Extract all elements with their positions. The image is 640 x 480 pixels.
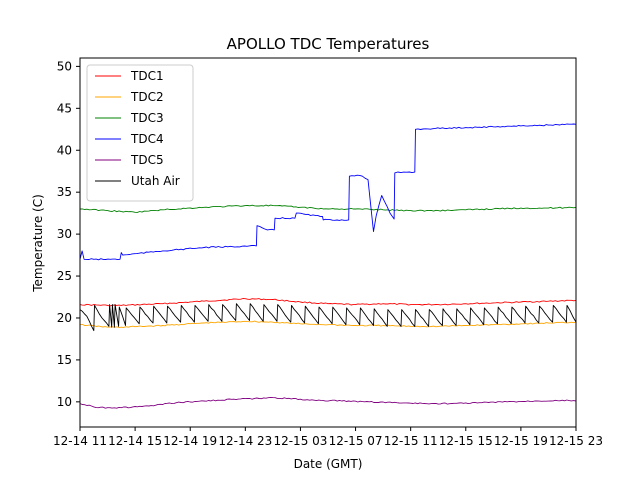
y-axis-label: Temperature (C) <box>31 194 45 293</box>
legend: TDC1 TDC2 TDC3 TDC4 TDC5 Utah Air <box>86 64 194 202</box>
y-tick-label: 35 <box>57 185 72 199</box>
legend-label: TDC1 <box>130 69 164 83</box>
x-tick-label: 12-15 07 <box>329 434 383 448</box>
legend-label: TDC2 <box>130 90 164 104</box>
chart-title: APOLLO TDC Temperatures <box>227 35 430 53</box>
legend-label: TDC4 <box>130 132 164 146</box>
x-tick-label: 12-14 15 <box>108 434 162 448</box>
legend-label: Utah Air <box>131 174 180 188</box>
y-tick-label: 25 <box>57 269 72 283</box>
y-tick-label: 20 <box>57 311 72 325</box>
series-line-tdc4 <box>80 123 576 261</box>
x-tick-label: 12-15 11 <box>384 434 438 448</box>
y-tick-label: 45 <box>57 101 72 115</box>
series-line-tdc5 <box>80 396 576 409</box>
y-tick-label: 40 <box>57 143 72 157</box>
y-tick-label: 10 <box>57 395 72 409</box>
x-tick-label: 12-15 23 <box>549 434 603 448</box>
legend-box <box>86 64 194 202</box>
x-tick-label: 12-15 03 <box>273 434 327 448</box>
y-tick-label: 30 <box>57 227 72 241</box>
x-tick-label: 12-15 19 <box>494 434 548 448</box>
series-line-utah-air <box>80 303 576 332</box>
x-tick-label: 12-15 15 <box>439 434 493 448</box>
series-line-tdc1 <box>80 298 576 307</box>
series-layer <box>80 123 576 409</box>
x-tick-label: 12-14 11 <box>53 434 107 448</box>
y-tick-label: 15 <box>57 353 72 367</box>
x-axis-label: Date (GMT) <box>294 457 363 471</box>
legend-label: TDC5 <box>130 153 164 167</box>
y-tick-label: 50 <box>57 59 72 73</box>
plot-frame <box>79 57 577 428</box>
series-line-tdc3 <box>80 204 576 213</box>
x-tick-label: 12-14 23 <box>218 434 272 448</box>
series-line-tdc2 <box>80 320 576 328</box>
x-tick-label: 12-14 19 <box>163 434 217 448</box>
legend-label: TDC3 <box>130 111 164 125</box>
